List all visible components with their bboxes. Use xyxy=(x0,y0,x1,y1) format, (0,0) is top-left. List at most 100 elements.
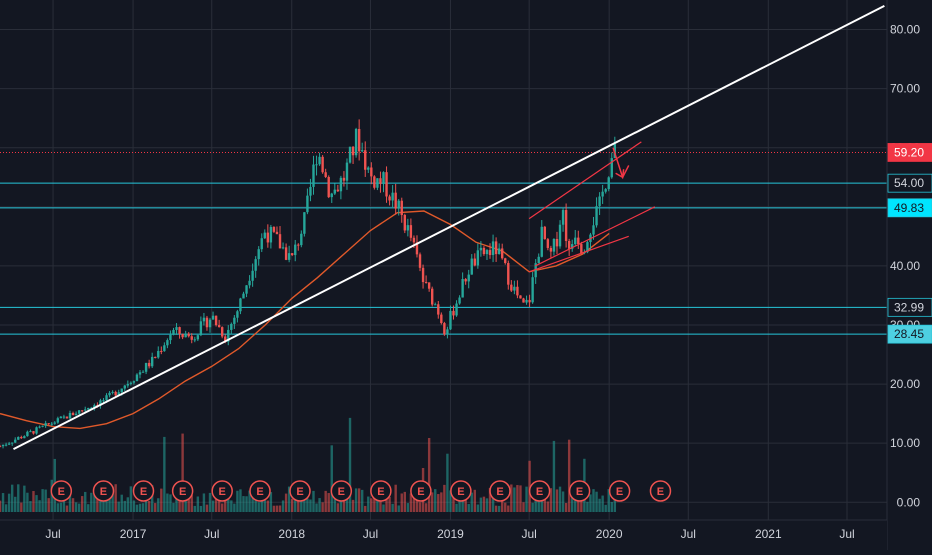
candle-body xyxy=(275,231,279,235)
earnings-marker[interactable] xyxy=(171,480,194,502)
time-axis[interactable]: Jul 2017 Jul 2018 Jul 2019 Jul 2020 Jul 2021 Jul xyxy=(45,527,854,541)
earnings-marker-label: E xyxy=(58,486,65,498)
earnings-marker-label: E xyxy=(576,486,583,498)
volume-bar xyxy=(519,485,522,512)
candle-body xyxy=(4,444,8,446)
drawings[interactable] xyxy=(13,5,885,450)
candle-body xyxy=(330,193,333,198)
channel-inner-line[interactable] xyxy=(528,235,629,273)
volume-bar xyxy=(418,502,422,512)
candle-body xyxy=(534,263,537,278)
volume-bar xyxy=(38,500,41,512)
earnings-marker[interactable] xyxy=(649,480,672,502)
volume-bar xyxy=(166,493,169,512)
volume-bar xyxy=(111,486,114,512)
volume-bar xyxy=(309,499,312,512)
volume-bar xyxy=(470,492,473,512)
earnings-marker[interactable] xyxy=(450,480,472,502)
earnings-marker[interactable] xyxy=(132,480,155,502)
earnings-marker[interactable] xyxy=(410,480,432,502)
volume-bar xyxy=(239,489,242,512)
volume-bar xyxy=(321,502,324,512)
volume-bar xyxy=(56,503,60,512)
earnings-marker[interactable] xyxy=(370,480,392,502)
trendline[interactable] xyxy=(13,5,885,450)
volume-bar xyxy=(84,491,87,512)
candle-body xyxy=(592,225,595,235)
candle-body xyxy=(418,254,422,268)
earnings-marker[interactable] xyxy=(249,480,271,502)
volume-bar xyxy=(440,492,443,512)
candle-body xyxy=(217,325,221,328)
candle-body xyxy=(59,416,63,419)
horizontal-levels[interactable] xyxy=(0,151,887,335)
volume-bar xyxy=(65,505,69,512)
earnings-marker[interactable] xyxy=(50,480,73,502)
candle-body xyxy=(29,431,32,433)
volume-bar xyxy=(482,496,486,512)
earnings-marker[interactable] xyxy=(489,480,511,502)
candle-body xyxy=(388,196,391,201)
volume-bar xyxy=(193,505,196,512)
x-tick-label: 2017 xyxy=(120,527,147,541)
earnings-marker-label: E xyxy=(496,486,503,498)
earnings-marker[interactable] xyxy=(289,480,311,502)
volume-bar xyxy=(20,502,23,512)
candle-body xyxy=(598,196,601,207)
price-axis[interactable]: 80.0070.0060.0050.0040.0030.0020.0010.00… xyxy=(890,23,920,510)
channel-upper-line[interactable] xyxy=(528,141,642,220)
volume-bar xyxy=(217,498,221,512)
candle-body xyxy=(516,286,519,296)
candle-body xyxy=(129,382,133,384)
volume-bar xyxy=(300,499,303,512)
earnings-marker[interactable] xyxy=(608,480,631,502)
level-label: 49.83 xyxy=(894,201,924,215)
candle-body xyxy=(437,304,440,315)
earnings-marker[interactable] xyxy=(92,480,115,502)
volume-bar xyxy=(330,445,333,512)
volume-bar xyxy=(546,501,550,512)
volume-bar xyxy=(443,484,446,512)
x-tick-label: 2021 xyxy=(755,527,782,541)
candle-body xyxy=(0,446,2,448)
volume-bar xyxy=(437,494,440,512)
candle-body xyxy=(202,317,206,322)
channel-lower-line[interactable] xyxy=(534,206,656,267)
level-label-box xyxy=(887,143,932,162)
candle-body xyxy=(309,186,312,196)
candle-body xyxy=(269,226,273,243)
candle-body xyxy=(245,285,248,294)
candle-body xyxy=(80,410,84,412)
volume-bar xyxy=(318,498,321,512)
candle-body xyxy=(41,425,44,427)
y-tick-label: 10.00 xyxy=(890,436,920,450)
volume-bar xyxy=(169,494,172,512)
volume-bar xyxy=(601,495,604,512)
candle-body xyxy=(208,319,212,328)
earnings-marker[interactable] xyxy=(330,480,353,502)
volume-bar xyxy=(534,495,537,512)
candle-body xyxy=(272,226,276,232)
earnings-marker[interactable] xyxy=(568,480,591,502)
earnings-marker-label: E xyxy=(179,486,186,498)
candle-body xyxy=(580,244,583,254)
candle-body xyxy=(169,334,172,341)
y-tick-label: 20.00 xyxy=(890,377,920,391)
candle-body xyxy=(513,286,516,291)
candle-body xyxy=(473,258,477,266)
candle-body xyxy=(607,177,610,190)
candle-body xyxy=(491,241,495,256)
earnings-marker[interactable] xyxy=(211,480,233,502)
volume-bar xyxy=(242,496,245,512)
earnings-marker[interactable] xyxy=(528,480,551,502)
candle-body xyxy=(123,385,126,389)
candle-body xyxy=(10,442,14,444)
candle-body xyxy=(266,232,270,243)
volume-bar xyxy=(123,500,126,512)
candle-body xyxy=(190,336,193,340)
candle-body xyxy=(601,191,604,197)
candle-body xyxy=(567,240,571,249)
volume-bar xyxy=(385,496,388,512)
